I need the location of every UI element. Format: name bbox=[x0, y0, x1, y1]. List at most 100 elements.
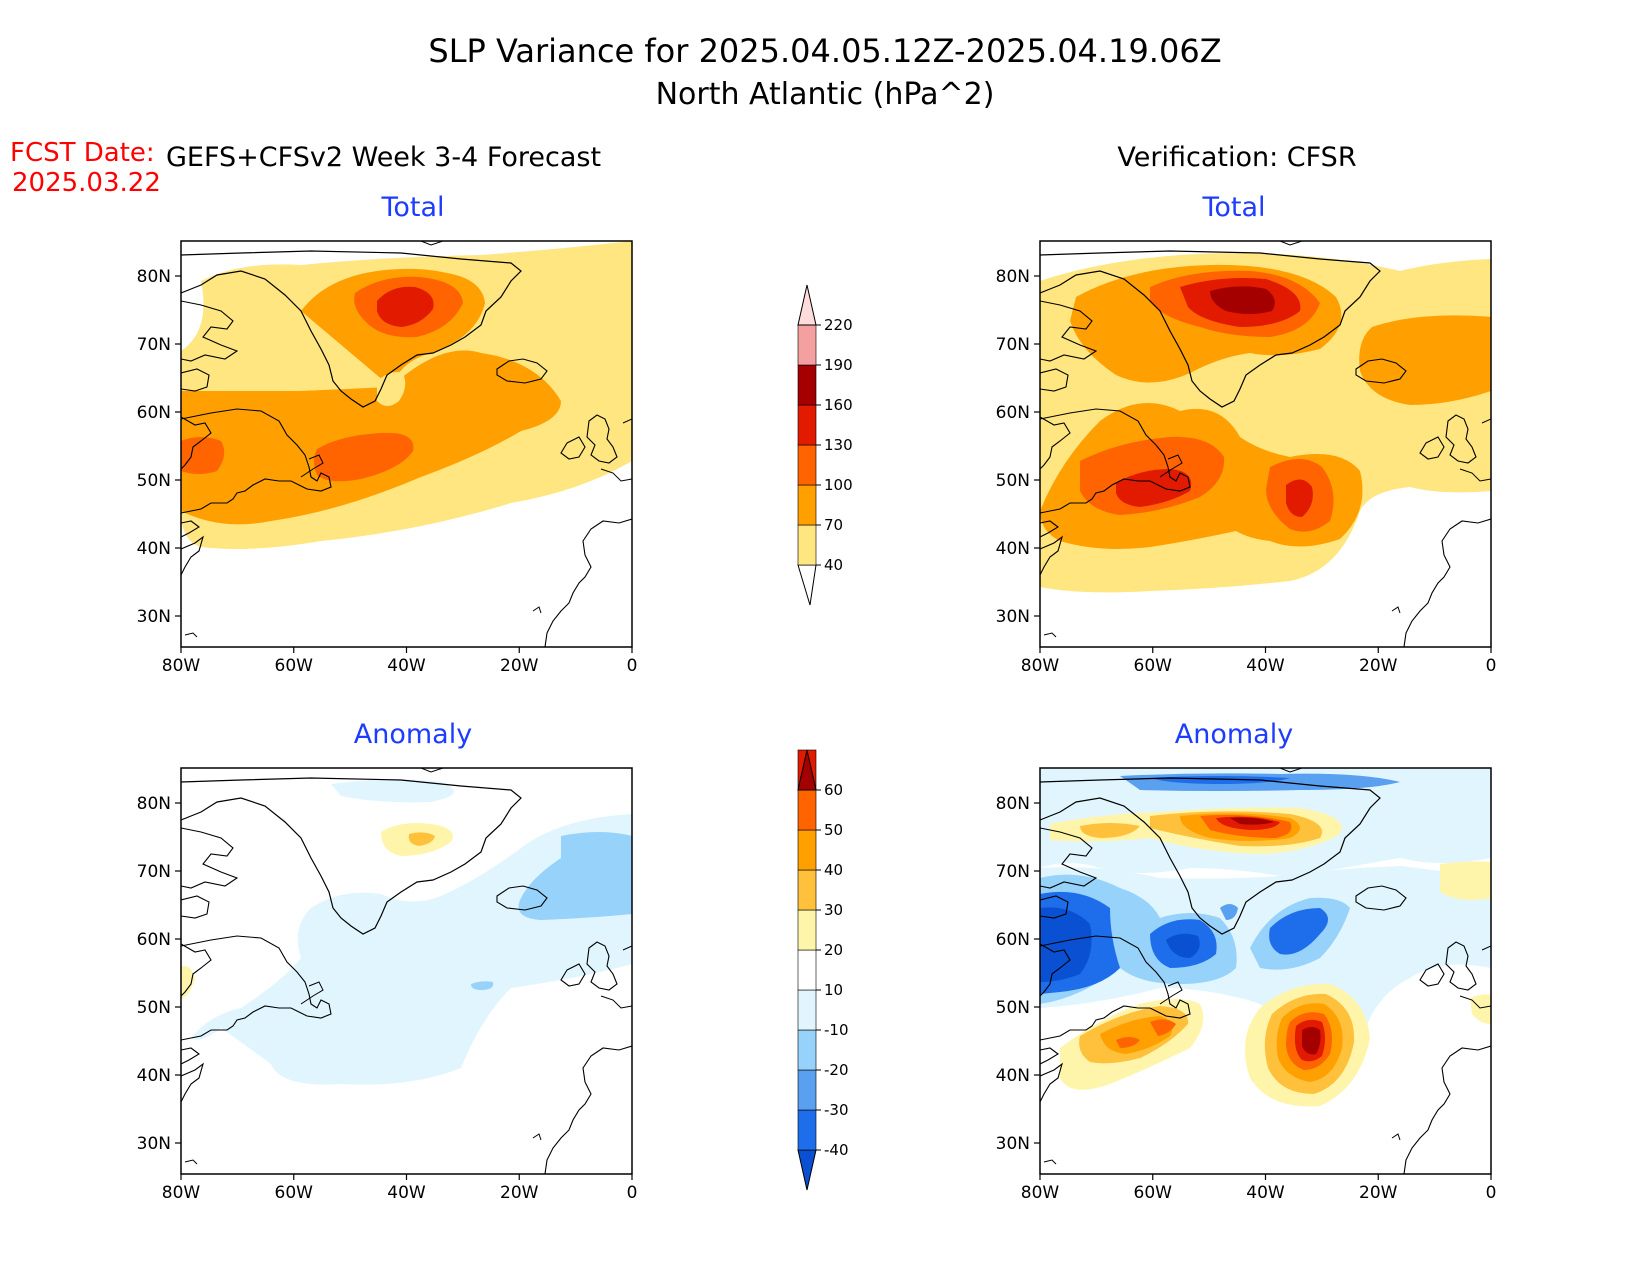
fill-neg40-center bbox=[1166, 933, 1200, 958]
map-forecast-anomaly bbox=[181, 768, 632, 1174]
map-forecast-total bbox=[181, 241, 632, 647]
lon-tick-label-verification-anomaly: 20W bbox=[1359, 1183, 1398, 1203]
fill-neg40-west bbox=[1040, 907, 1092, 982]
total-colorbar-label: 130 bbox=[824, 436, 853, 454]
lat-tick-label-forecast-anomaly: 70N bbox=[137, 862, 171, 882]
total-colorbar-swatch bbox=[797, 524, 817, 566]
lat-tick-label-verification-total: 70N bbox=[996, 335, 1030, 355]
anomaly-colorbar-label: 30 bbox=[824, 901, 843, 919]
lon-tick-label-verification-total: 80W bbox=[1021, 656, 1060, 676]
lat-tick-label-verification-anomaly: 40N bbox=[996, 1066, 1030, 1086]
fill-white-hole-1 bbox=[1220, 369, 1246, 395]
lat-tick-label-verification-anomaly: 70N bbox=[996, 862, 1030, 882]
lat-tick-label-verification-total: 80N bbox=[996, 267, 1030, 287]
fill-10-20-east bbox=[1440, 861, 1491, 900]
lat-tick-label-forecast-total: 60N bbox=[137, 403, 171, 423]
lat-tick-label-forecast-anomaly: 40N bbox=[137, 1066, 171, 1086]
anomaly-colorbar-swatch bbox=[797, 989, 817, 1031]
lon-tick-label-forecast-anomaly: 80W bbox=[162, 1183, 201, 1203]
lon-tick-label-forecast-total: 0 bbox=[627, 656, 638, 676]
total-colorbar-high-extension bbox=[797, 284, 817, 326]
verification-column-title: Verification: CFSR bbox=[1117, 142, 1356, 173]
lat-tick-label-verification-anomaly: 30N bbox=[996, 1134, 1030, 1154]
lon-tick-label-forecast-total: 40W bbox=[387, 656, 426, 676]
anomaly-colorbar-high-extension bbox=[797, 749, 817, 791]
lon-tick-label-verification-anomaly: 40W bbox=[1246, 1183, 1285, 1203]
anomaly-colorbar-swatch bbox=[797, 869, 817, 911]
lat-tick-label-verification-anomaly: 80N bbox=[996, 794, 1030, 814]
anomaly-colorbar-label: -20 bbox=[824, 1061, 849, 1079]
anomaly-colorbar-swatch bbox=[797, 909, 817, 951]
fill-neg30-neg40-east bbox=[1269, 908, 1328, 955]
lat-tick-label-forecast-anomaly: 80N bbox=[137, 794, 171, 814]
fcst-date-label: FCST Date: bbox=[10, 138, 155, 168]
anomaly-colorbar-swatch bbox=[797, 949, 817, 991]
lon-tick-label-verification-total: 20W bbox=[1359, 656, 1398, 676]
total-colorbar-swatch bbox=[797, 364, 817, 406]
panel-label-verification-anomaly: Anomaly bbox=[1175, 719, 1293, 750]
lat-tick-label-forecast-total: 80N bbox=[137, 267, 171, 287]
total-colorbar-label: 40 bbox=[824, 556, 843, 574]
total-colorbar-low-extension bbox=[797, 564, 817, 606]
lat-tick-label-forecast-anomaly: 50N bbox=[137, 998, 171, 1018]
lat-tick-label-forecast-anomaly: 60N bbox=[137, 930, 171, 950]
fill-60-north bbox=[1230, 817, 1274, 825]
lon-tick-label-forecast-anomaly: 40W bbox=[387, 1183, 426, 1203]
anomaly-colorbar-low-extension bbox=[797, 1149, 817, 1191]
lon-tick-label-forecast-total: 80W bbox=[162, 656, 201, 676]
fill-40-50-sw2 bbox=[1116, 1037, 1140, 1048]
total-colorbar-label: 100 bbox=[824, 476, 853, 494]
fill-20-30-north bbox=[408, 832, 435, 846]
panel-label-forecast-anomaly: Anomaly bbox=[354, 719, 472, 750]
anomaly-colorbar: -40 -30 -20 -10 10 20 30 40 50 60 bbox=[797, 749, 849, 1191]
total-colorbar-swatch bbox=[797, 484, 817, 526]
total-colorbar-label: 70 bbox=[824, 516, 843, 534]
anomaly-colorbar-label: -40 bbox=[824, 1141, 849, 1159]
anomaly-colorbar-label: -30 bbox=[824, 1101, 849, 1119]
lon-tick-label-forecast-anomaly: 60W bbox=[275, 1183, 314, 1203]
anomaly-colorbar-swatch bbox=[797, 1029, 817, 1071]
anomaly-colorbar-label: 20 bbox=[824, 941, 843, 959]
fill-10-20-far-east bbox=[1470, 994, 1491, 1024]
fill-20-30-north bbox=[1080, 823, 1140, 838]
lat-tick-label-verification-total: 50N bbox=[996, 471, 1030, 491]
anomaly-colorbar-label: 10 bbox=[824, 981, 843, 999]
total-colorbar-swatch bbox=[797, 324, 817, 366]
main-title: SLP Variance for 2025.04.05.12Z-2025.04.… bbox=[428, 32, 1221, 70]
anomaly-colorbar-label: -10 bbox=[824, 1021, 849, 1039]
fill-70-100-east bbox=[1359, 315, 1491, 405]
fill-10-20-west bbox=[181, 965, 195, 1000]
fill-70-100 bbox=[181, 268, 561, 525]
fill-60-se bbox=[1302, 1027, 1321, 1055]
map-verification-anomaly bbox=[1040, 768, 1491, 1174]
forecast-column-title: GEFS+CFSv2 Week 3-4 Forecast bbox=[166, 142, 601, 173]
lon-tick-label-verification-anomaly: 80W bbox=[1021, 1183, 1060, 1203]
map-verification-total bbox=[1040, 241, 1491, 647]
fill-130-160-north bbox=[377, 286, 434, 327]
fill-neg20-neg30-small bbox=[471, 981, 494, 990]
lon-tick-label-forecast-total: 20W bbox=[500, 656, 539, 676]
anomaly-colorbar-swatch bbox=[797, 1109, 817, 1151]
lon-tick-label-verification-total: 40W bbox=[1246, 656, 1285, 676]
lat-tick-label-forecast-total: 30N bbox=[137, 607, 171, 627]
lat-tick-label-verification-total: 40N bbox=[996, 539, 1030, 559]
lat-tick-label-verification-anomaly: 60N bbox=[996, 930, 1030, 950]
fcst-date-value: 2025.03.22 bbox=[12, 168, 161, 198]
fill-100-130-mid bbox=[314, 432, 414, 482]
fill-130-160-southeast bbox=[1286, 479, 1313, 517]
total-colorbar-label: 160 bbox=[824, 396, 853, 414]
lat-tick-label-forecast-total: 50N bbox=[137, 471, 171, 491]
lon-tick-label-verification-total: 60W bbox=[1134, 656, 1173, 676]
fill-neg10-neg20-main bbox=[191, 814, 632, 1085]
total-colorbar-swatch bbox=[797, 444, 817, 486]
lon-tick-label-verification-anomaly: 60W bbox=[1134, 1183, 1173, 1203]
panel-label-forecast-total: Total bbox=[380, 192, 444, 223]
anomaly-colorbar-swatch bbox=[797, 1069, 817, 1111]
lat-tick-label-verification-anomaly: 50N bbox=[996, 998, 1030, 1018]
lon-tick-label-forecast-anomaly: 0 bbox=[627, 1183, 638, 1203]
lat-tick-label-forecast-total: 40N bbox=[137, 539, 171, 559]
anomaly-colorbar-label: 60 bbox=[824, 781, 843, 799]
anomaly-colorbar-swatch bbox=[797, 789, 817, 831]
anomaly-colorbar-swatch bbox=[797, 829, 817, 871]
